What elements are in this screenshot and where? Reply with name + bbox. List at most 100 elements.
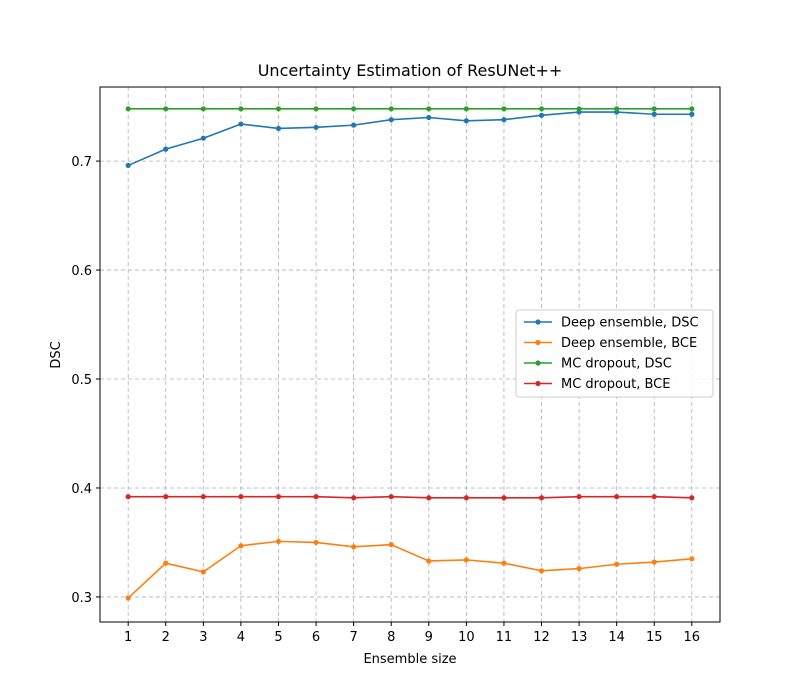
legend-label: MC dropout, BCE — [561, 377, 670, 392]
data-point-deep-ensemble-bce — [351, 544, 357, 550]
legend-swatch-marker — [535, 319, 541, 325]
data-point-deep-ensemble-dsc — [538, 112, 545, 118]
data-point-deep-ensemble-bce — [125, 595, 131, 601]
data-point-mc-dropout-dsc — [614, 106, 620, 112]
data-point-mc-dropout-dsc — [163, 106, 169, 112]
x-tick-label: 13 — [571, 630, 588, 645]
data-point-deep-ensemble-dsc — [651, 111, 657, 117]
data-point-deep-ensemble-bce — [538, 568, 545, 574]
data-point-mc-dropout-bce — [351, 495, 357, 501]
x-tick-label: 15 — [646, 630, 663, 645]
data-point-deep-ensemble-dsc — [463, 118, 469, 124]
x-tick-label: 1 — [124, 630, 132, 645]
data-point-mc-dropout-dsc — [576, 106, 582, 112]
data-point-mc-dropout-bce — [163, 494, 169, 500]
x-tick-label: 10 — [458, 630, 475, 645]
x-tick-label: 2 — [162, 630, 170, 645]
data-point-deep-ensemble-dsc — [125, 162, 131, 169]
data-point-mc-dropout-bce — [538, 495, 545, 501]
data-point-deep-ensemble-dsc — [200, 135, 206, 141]
data-point-deep-ensemble-bce — [651, 559, 657, 565]
legend-swatch-marker — [535, 360, 541, 366]
data-point-mc-dropout-bce — [576, 494, 582, 500]
series-line-deep-ensemble-dsc — [127, 111, 692, 167]
data-point-deep-ensemble-dsc — [313, 124, 319, 130]
series-layer — [125, 106, 695, 601]
legend-box — [515, 309, 714, 398]
x-tick-label: 12 — [533, 630, 550, 645]
data-point-deep-ensemble-bce — [313, 539, 319, 546]
x-tick-label: 8 — [387, 630, 395, 645]
x-tick-label: 3 — [199, 630, 207, 645]
data-point-mc-dropout-dsc — [275, 106, 282, 112]
data-point-deep-ensemble-dsc — [351, 122, 357, 128]
data-point-mc-dropout-dsc — [463, 106, 469, 112]
x-tick-label: 9 — [425, 630, 433, 645]
x-tick-label: 11 — [496, 630, 513, 645]
x-tick-label: 4 — [237, 630, 245, 645]
y-tick-label: 0.3 — [71, 591, 92, 606]
data-point-deep-ensemble-dsc — [501, 117, 507, 123]
x-tick-label: 5 — [274, 630, 282, 645]
plot-frame — [99, 86, 721, 623]
y-tick-label: 0.6 — [71, 264, 92, 279]
x-tick-label: 6 — [312, 630, 320, 645]
x-tick-label: 7 — [349, 630, 357, 645]
data-point-mc-dropout-dsc — [689, 106, 695, 112]
x-axis-label: Ensemble size — [363, 652, 456, 667]
data-point-mc-dropout-bce — [501, 495, 507, 501]
data-point-deep-ensemble-bce — [163, 560, 169, 566]
legend-swatch-marker — [535, 380, 541, 387]
data-point-mc-dropout-bce — [275, 494, 282, 500]
data-point-mc-dropout-dsc — [351, 106, 357, 112]
data-point-deep-ensemble-dsc — [689, 111, 695, 117]
data-point-deep-ensemble-bce — [238, 543, 244, 549]
data-point-mc-dropout-bce — [689, 495, 695, 501]
data-point-deep-ensemble-bce — [576, 566, 582, 572]
data-point-mc-dropout-bce — [463, 495, 469, 501]
data-point-mc-dropout-bce — [388, 494, 394, 500]
grid — [100, 87, 720, 622]
data-point-deep-ensemble-dsc — [238, 121, 244, 127]
legend: Deep ensemble, DSC Deep ensemble, BCE MC d… — [515, 309, 714, 398]
y-tick-label: 0.7 — [71, 155, 92, 170]
data-point-deep-ensemble-bce — [614, 561, 620, 567]
data-point-mc-dropout-dsc — [313, 106, 319, 112]
y-tick-label: 0.4 — [71, 482, 92, 497]
data-point-deep-ensemble-dsc — [388, 117, 394, 123]
chart-title: Uncertainty Estimation of ResUNet++ — [258, 61, 563, 80]
data-point-mc-dropout-dsc — [538, 106, 545, 112]
data-point-mc-dropout-dsc — [426, 106, 432, 112]
legend-label: Deep ensemble, DSC — [561, 316, 699, 331]
data-point-deep-ensemble-dsc — [163, 146, 169, 152]
data-point-deep-ensemble-bce — [501, 560, 507, 566]
data-point-deep-ensemble-bce — [275, 538, 282, 544]
x-tick-label: 14 — [608, 630, 625, 645]
data-point-mc-dropout-dsc — [388, 106, 394, 112]
data-point-mc-dropout-bce — [125, 494, 131, 500]
axes: 1 2 3 4 5 6 7 8 9 10 11 12 13 14 15 160.30.40.50.60.7 — [71, 86, 721, 645]
data-point-mc-dropout-bce — [200, 494, 206, 500]
data-point-mc-dropout-bce — [238, 494, 244, 500]
series-line-mc-dropout-bce — [128, 495, 692, 499]
data-point-deep-ensemble-bce — [426, 558, 432, 564]
data-point-mc-dropout-dsc — [200, 106, 206, 112]
data-point-deep-ensemble-dsc — [426, 114, 432, 121]
y-axis-label: DSC — [49, 341, 64, 368]
data-point-mc-dropout-dsc — [238, 106, 244, 112]
data-point-mc-dropout-dsc — [651, 106, 657, 112]
data-point-deep-ensemble-dsc — [275, 125, 282, 132]
legend-label: Deep ensemble, BCE — [561, 336, 697, 351]
legend-swatch-marker — [535, 339, 541, 346]
data-point-mc-dropout-dsc — [501, 106, 507, 112]
y-tick-label: 0.5 — [71, 373, 92, 388]
data-point-mc-dropout-bce — [614, 494, 620, 500]
data-point-deep-ensemble-bce — [463, 557, 469, 563]
data-point-mc-dropout-dsc — [125, 106, 131, 112]
x-tick-label: 16 — [684, 630, 701, 645]
data-point-mc-dropout-bce — [426, 495, 432, 501]
legend-label: MC dropout, DSC — [561, 357, 672, 372]
data-point-deep-ensemble-bce — [200, 569, 206, 575]
data-point-mc-dropout-bce — [313, 494, 319, 500]
